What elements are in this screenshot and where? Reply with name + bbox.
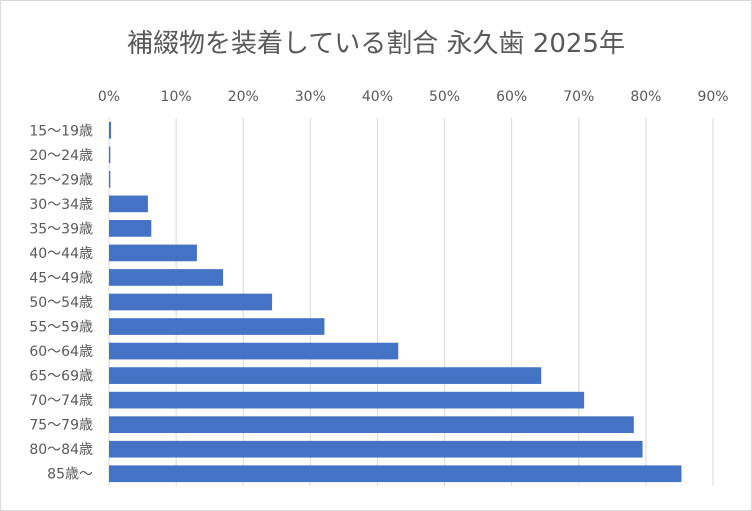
category-label: 30〜34歳	[29, 197, 93, 213]
x-tick-label: 50%	[429, 89, 460, 105]
category-label: 20〜24歳	[29, 148, 93, 164]
category-label: 85歳〜	[47, 467, 93, 483]
category-label: 40〜44歳	[29, 246, 93, 262]
x-tick-label: 60%	[496, 89, 527, 105]
category-label: 80〜84歳	[29, 442, 93, 458]
bar	[109, 293, 273, 311]
bar	[109, 269, 224, 286]
x-tick-label: 0%	[98, 89, 120, 105]
bar	[109, 391, 585, 409]
category-label: 15〜19歳	[29, 123, 93, 139]
category-label: 50〜54歳	[29, 295, 93, 311]
x-tick-label: 90%	[697, 89, 728, 105]
bars	[109, 121, 682, 483]
category-label: 25〜29歳	[29, 172, 93, 188]
category-label: 65〜69歳	[29, 369, 93, 385]
bar	[109, 440, 643, 458]
x-tick-labels: 0% 10% 20% 30% 40% 50% 60% 70% 80% 90%	[98, 89, 729, 105]
category-label: 45〜49歳	[29, 270, 93, 286]
bar	[109, 318, 325, 335]
category-label: 75〜79歳	[29, 418, 93, 434]
category-label: 35〜39歳	[29, 221, 93, 237]
x-tick-label: 20%	[228, 89, 259, 105]
bar	[109, 170, 111, 188]
bar	[109, 220, 152, 237]
bar	[109, 367, 542, 384]
category-label: 60〜64歳	[29, 344, 93, 360]
bar	[109, 195, 148, 213]
bar	[109, 146, 111, 164]
bar	[109, 244, 197, 262]
bar	[109, 121, 112, 139]
category-label: 55〜59歳	[29, 320, 93, 336]
chart-title: 補綴物を装着している割合 永久歯 2025年	[127, 29, 625, 59]
x-tick-label: 80%	[630, 89, 661, 105]
bar	[109, 416, 634, 434]
bar	[109, 342, 399, 360]
x-tick-label: 10%	[161, 89, 192, 105]
category-label: 70〜74歳	[29, 393, 93, 409]
x-tick-label: 70%	[563, 89, 594, 105]
bar	[109, 465, 682, 483]
x-tick-label: 40%	[362, 89, 393, 105]
category-labels: 15〜19歳 20〜24歳 25〜29歳 30〜34歳 35〜39歳 40〜44歳 45〜4…	[29, 123, 93, 482]
x-tick-label: 30%	[295, 89, 326, 105]
